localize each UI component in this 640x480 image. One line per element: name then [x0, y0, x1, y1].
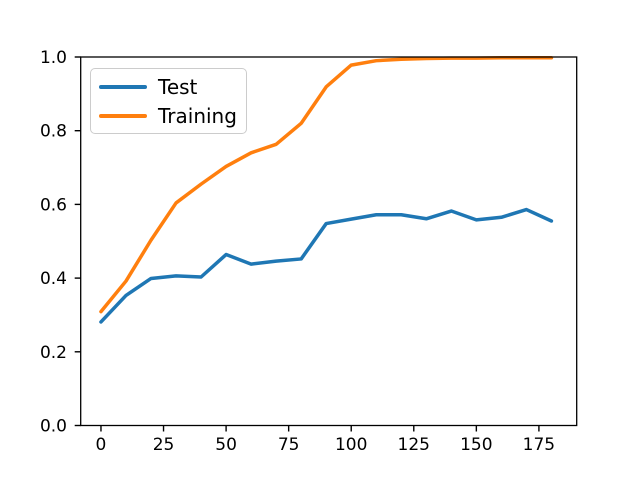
legend-swatch-test: [99, 84, 147, 89]
series-layer: [99, 55, 554, 324]
x-tick-label: 75: [278, 435, 300, 455]
x-tick-label: 175: [523, 435, 555, 455]
legend: Test Training: [90, 68, 247, 134]
y-tick-label: 0.2: [40, 343, 67, 363]
x-tick-label: 150: [460, 435, 492, 455]
series-line-training: [99, 55, 554, 314]
x-tick-label: 25: [153, 435, 175, 455]
legend-label-training: Training: [158, 103, 237, 128]
y-tick-label: 0.4: [40, 269, 67, 289]
x-tick-label: 0: [96, 435, 107, 455]
legend-item-training: Training: [99, 106, 238, 126]
y-tick-label: 1.0: [40, 48, 67, 68]
legend-item-test: Test: [99, 77, 238, 97]
y-tick-label: 0.0: [40, 417, 67, 437]
x-tick-label: 100: [335, 435, 367, 455]
axes-frame: [80, 56, 578, 427]
x-tick-label: 50: [215, 435, 237, 455]
legend-label-test: Test: [158, 74, 198, 99]
series-line-test: [99, 207, 554, 324]
axes-layer: 0 25 50 75 100 125 150 175 0.0 0.2 0.4 0.6 0.8 1.0: [40, 48, 578, 455]
x-tick-label: 125: [398, 435, 430, 455]
y-tick-label: 0.8: [40, 122, 67, 142]
y-tick-label: 0.6: [40, 195, 67, 215]
legend-swatch-training: [99, 113, 147, 118]
